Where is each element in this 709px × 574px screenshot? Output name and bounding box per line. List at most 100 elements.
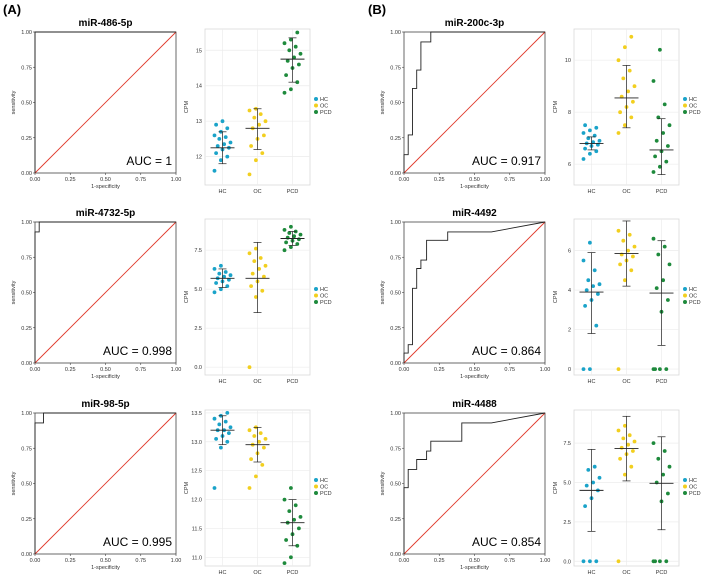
data-point-oc	[618, 110, 622, 115]
dot-y-tick-label: 2.5	[194, 326, 202, 332]
roc-x-tick-label: 0.00	[30, 558, 41, 564]
data-point-pcd	[297, 526, 301, 531]
data-point-hc	[227, 431, 231, 435]
data-point-hc	[594, 125, 599, 130]
legend-label-oc: OC	[320, 294, 328, 300]
data-point-pcd	[298, 232, 303, 237]
dot-x-tick-label: PCD	[656, 570, 668, 574]
data-point-hc	[588, 367, 592, 371]
data-point-pcd	[658, 164, 662, 169]
data-point-pcd	[282, 248, 287, 253]
roc-title: miR-200c-3p	[445, 18, 504, 29]
roc-y-tick-label: 0.25	[21, 326, 32, 332]
legend-label-oc: OC	[689, 485, 697, 491]
legend-label-pcd: PCD	[689, 300, 701, 306]
data-point-pcd	[667, 262, 672, 267]
dot-y-tick-label: 11.0	[192, 555, 202, 561]
roc-y-tick-label: 0.50	[390, 482, 401, 488]
dot-x-tick-label: PCD	[656, 189, 668, 195]
data-point-pcd	[658, 559, 662, 564]
data-point-oc	[629, 34, 634, 39]
dot-y-tick-label: 10	[565, 58, 571, 64]
data-point-hc	[219, 263, 223, 268]
data-point-pcd	[654, 480, 659, 485]
data-point-pcd	[651, 441, 656, 445]
data-point-hc	[228, 425, 233, 430]
dot-x-tick-label: OC	[253, 570, 261, 574]
roc-x-tick-label: 1.00	[540, 558, 551, 564]
data-point-oc	[623, 472, 627, 477]
data-point-hc	[214, 122, 219, 127]
roc-x-tick-label: 0.50	[469, 367, 480, 373]
data-point-oc	[257, 439, 261, 444]
dot-y-axis-label: CPM	[184, 481, 190, 494]
data-point-hc	[592, 268, 597, 273]
roc-y-axis-label: sensitivity	[380, 280, 386, 304]
data-point-hc	[223, 270, 228, 274]
roc-y-tick-label: 0.00	[390, 171, 401, 177]
dot-y-tick-label: 12.0	[191, 498, 202, 504]
data-point-hc	[588, 151, 592, 156]
data-point-pcd	[298, 51, 303, 56]
data-point-oc	[258, 431, 263, 435]
data-point-pcd	[289, 245, 293, 250]
data-point-pcd	[295, 80, 300, 85]
legend-marker-pcd	[683, 300, 687, 304]
data-point-hc	[217, 137, 222, 141]
auc-label: AUC = 0.854	[472, 535, 541, 549]
data-point-pcd	[298, 515, 303, 519]
data-point-pcd	[662, 449, 667, 453]
legend-marker-oc	[314, 484, 318, 489]
data-point-pcd	[292, 234, 296, 239]
data-point-hc	[597, 138, 602, 143]
data-point-pcd	[666, 144, 670, 148]
legend-label-hc: HC	[689, 97, 697, 103]
legend-marker-pcd	[314, 300, 318, 304]
roc-y-tick-label: 0.75	[21, 255, 32, 261]
roc-x-axis-label: 1-specificity	[91, 184, 120, 190]
dot-y-tick-label: 13.0	[191, 440, 202, 446]
data-point-hc	[583, 146, 587, 151]
legend-label-pcd: PCD	[320, 110, 332, 116]
panel-label-a: (A)	[3, 2, 22, 17]
data-point-pcd	[285, 59, 290, 63]
data-point-pcd	[292, 55, 296, 60]
roc-x-tick-label: 0.00	[30, 367, 41, 373]
data-point-hc	[228, 140, 233, 145]
data-point-hc	[597, 475, 602, 480]
data-point-pcd	[656, 456, 661, 461]
data-point-pcd	[667, 464, 672, 469]
data-point-hc	[227, 277, 231, 282]
data-point-oc	[260, 463, 265, 467]
data-point-pcd	[653, 367, 657, 371]
data-point-hc	[212, 290, 217, 295]
data-point-pcd	[666, 491, 670, 496]
data-point-oc	[629, 268, 634, 273]
roc-x-tick-label: 1.00	[171, 177, 182, 183]
roc-x-tick-label: 1.00	[540, 177, 551, 183]
legend-marker-hc	[314, 478, 318, 482]
roc-y-tick-label: 0.75	[390, 65, 401, 71]
roc-x-tick-label: 0.75	[504, 558, 515, 564]
legend-label-hc: HC	[689, 287, 697, 293]
data-point-hc	[581, 559, 586, 564]
data-point-oc	[623, 123, 627, 128]
data-point-pcd	[284, 73, 288, 77]
roc-x-tick-label: 0.75	[135, 177, 146, 183]
roc-diagonal	[403, 412, 546, 555]
dot-y-tick-label: 13	[196, 119, 202, 125]
data-point-oc	[254, 246, 258, 251]
data-point-oc	[623, 45, 627, 50]
data-point-oc	[247, 428, 252, 433]
legend-marker-pcd	[683, 110, 687, 114]
data-point-oc	[616, 559, 621, 564]
roc-x-axis-label: 1-specificity	[460, 374, 489, 380]
roc-curve	[403, 412, 546, 554]
panel-label-b: (B)	[368, 2, 387, 17]
dot-y-tick-label: 2	[568, 328, 571, 334]
data-point-oc	[618, 456, 622, 461]
data-point-hc	[214, 151, 219, 156]
data-point-oc	[621, 436, 626, 441]
data-point-pcd	[285, 235, 290, 240]
